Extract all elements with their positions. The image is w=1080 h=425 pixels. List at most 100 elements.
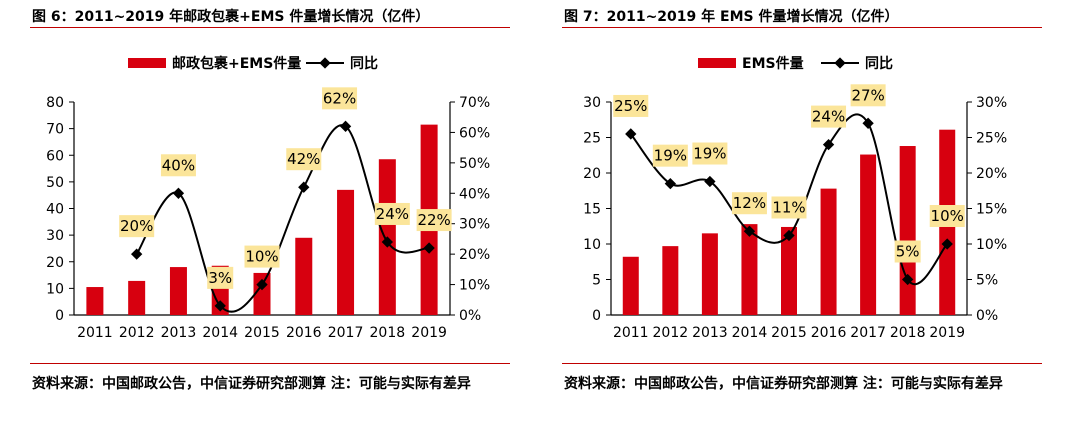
yoy-marker xyxy=(902,273,914,286)
left-tick-label: 10 xyxy=(583,237,601,253)
x-tick-label: 2014 xyxy=(732,325,768,341)
bar xyxy=(860,154,877,315)
bar xyxy=(622,256,639,315)
right-tick-label: 10% xyxy=(976,237,1007,253)
x-tick-label: 2014 xyxy=(202,325,238,341)
bar xyxy=(86,287,104,315)
yoy-marker xyxy=(423,242,435,254)
legend-line-marker xyxy=(319,57,331,69)
left-tick-label: 20 xyxy=(583,166,601,182)
data-label: 12% xyxy=(733,194,766,212)
data-label-box xyxy=(244,245,280,268)
chart-7: EMS件量 同比 0 5 10 15 20 25 30 0% 5% 10% 15% 20% 25% 30% 20… xyxy=(583,55,1007,341)
yoy-marker xyxy=(941,238,953,250)
bar xyxy=(899,146,916,315)
x-tick-label: 2019 xyxy=(929,325,965,341)
data-label: 40% xyxy=(162,156,195,174)
data-label: 3% xyxy=(208,269,232,287)
right-tick-label: 70% xyxy=(459,95,490,111)
data-label-box xyxy=(731,192,767,215)
left-tick-label: 30 xyxy=(46,228,64,244)
legend-label-line: 同比 xyxy=(865,55,893,72)
data-label: 25% xyxy=(614,97,647,115)
data-label-box xyxy=(160,154,196,177)
bar xyxy=(701,233,718,315)
yoy-marker xyxy=(704,175,716,188)
left-tick-label: 80 xyxy=(46,95,64,111)
yoy-marker xyxy=(783,229,795,242)
x-tick-label: 2013 xyxy=(692,325,728,341)
left-tick-label: 40 xyxy=(46,202,64,218)
figure-7: 图 7：2011~2019 年 EMS 件量增长情况（亿件） EMS件量 同比 0 5… xyxy=(562,0,1070,425)
data-label: 10% xyxy=(931,207,964,225)
data-label-box xyxy=(613,94,649,117)
x-tick-label: 2016 xyxy=(811,325,847,341)
data-label: 42% xyxy=(287,150,320,168)
yoy-marker xyxy=(131,248,143,260)
bar xyxy=(781,226,797,315)
left-tick-label: 15 xyxy=(583,202,601,218)
data-label-box xyxy=(207,266,234,289)
legend-line-marker xyxy=(834,57,846,69)
yoy-marker xyxy=(381,236,393,248)
legend-label-bars: 邮政包裹+EMS件量 xyxy=(172,55,301,72)
data-label-box xyxy=(771,196,807,219)
data-label-box xyxy=(322,87,358,110)
left-tick-label: 0 xyxy=(592,308,601,324)
right-tick-label: 20% xyxy=(976,166,1007,182)
left-tick-label: 50 xyxy=(46,175,64,191)
right-tick-label: 0% xyxy=(459,308,481,324)
bar xyxy=(295,237,313,315)
legend-label-line: 同比 xyxy=(350,55,378,72)
right-tick-label: 60% xyxy=(459,125,490,141)
x-tick-label: 2019 xyxy=(411,325,447,341)
x-tick-label: 2018 xyxy=(370,325,406,341)
right-tick-label: 25% xyxy=(976,131,1007,147)
right-tick-label: 10% xyxy=(459,278,490,294)
data-label-box xyxy=(929,205,965,227)
yoy-marker xyxy=(862,117,874,129)
data-label: 24% xyxy=(376,205,409,223)
data-label-box xyxy=(119,215,155,238)
data-label-box xyxy=(286,148,322,171)
title-rule xyxy=(562,27,1042,28)
x-tick-label: 2012 xyxy=(119,325,155,341)
right-tick-label: 30% xyxy=(459,217,490,233)
left-tick-label: 5 xyxy=(592,273,601,289)
figure-6: 图 6：2011~2019 年邮政包裹+EMS 件量增长情况（亿件） 邮政包裹+… xyxy=(30,0,538,425)
left-tick-label: 60 xyxy=(46,148,64,164)
yoy-marker xyxy=(298,181,310,193)
right-tick-label: 20% xyxy=(459,247,490,263)
right-tick-label: 30% xyxy=(976,95,1007,111)
data-label: 62% xyxy=(323,89,356,107)
right-tick-label: 50% xyxy=(459,156,490,172)
source-rule xyxy=(562,363,1042,364)
data-label-box xyxy=(811,105,847,128)
x-tick-label: 2015 xyxy=(244,325,280,341)
data-label-box xyxy=(374,202,410,225)
right-tick-label: 0% xyxy=(976,308,998,324)
data-label: 27% xyxy=(851,86,884,104)
left-tick-label: 25 xyxy=(583,131,601,147)
data-label: 19% xyxy=(693,145,726,163)
yoy-marker xyxy=(172,187,185,199)
legend-label-bars: EMS件量 xyxy=(742,55,804,72)
bar xyxy=(741,224,758,315)
left-tick-label: 20 xyxy=(46,255,64,271)
data-label-box xyxy=(652,144,688,167)
x-tick-label: 2012 xyxy=(653,325,689,341)
right-tick-label: 40% xyxy=(459,186,490,202)
legend: EMS件量 同比 xyxy=(698,55,893,72)
x-tick-label: 2016 xyxy=(286,325,322,341)
legend-bar-swatch xyxy=(128,58,166,68)
chart-6: 邮政包裹+EMS件量 同比 0 10 20 30 40 50 60 70 80 0% 10% 20% 30%… xyxy=(46,55,490,341)
right-tick-label: 15% xyxy=(976,202,1007,218)
bar xyxy=(820,188,837,315)
x-tick-label: 2018 xyxy=(890,325,926,341)
left-tick-label: 0 xyxy=(55,308,64,324)
data-label: 11% xyxy=(772,198,805,216)
x-tick-label: 2017 xyxy=(328,325,364,341)
figure-title: 图 6：2011~2019 年邮政包裹+EMS 件量增长情况（亿件） xyxy=(32,9,430,25)
figure-title: 图 7：2011~2019 年 EMS 件量增长情况（亿件） xyxy=(564,9,899,25)
data-label-box xyxy=(692,142,728,165)
